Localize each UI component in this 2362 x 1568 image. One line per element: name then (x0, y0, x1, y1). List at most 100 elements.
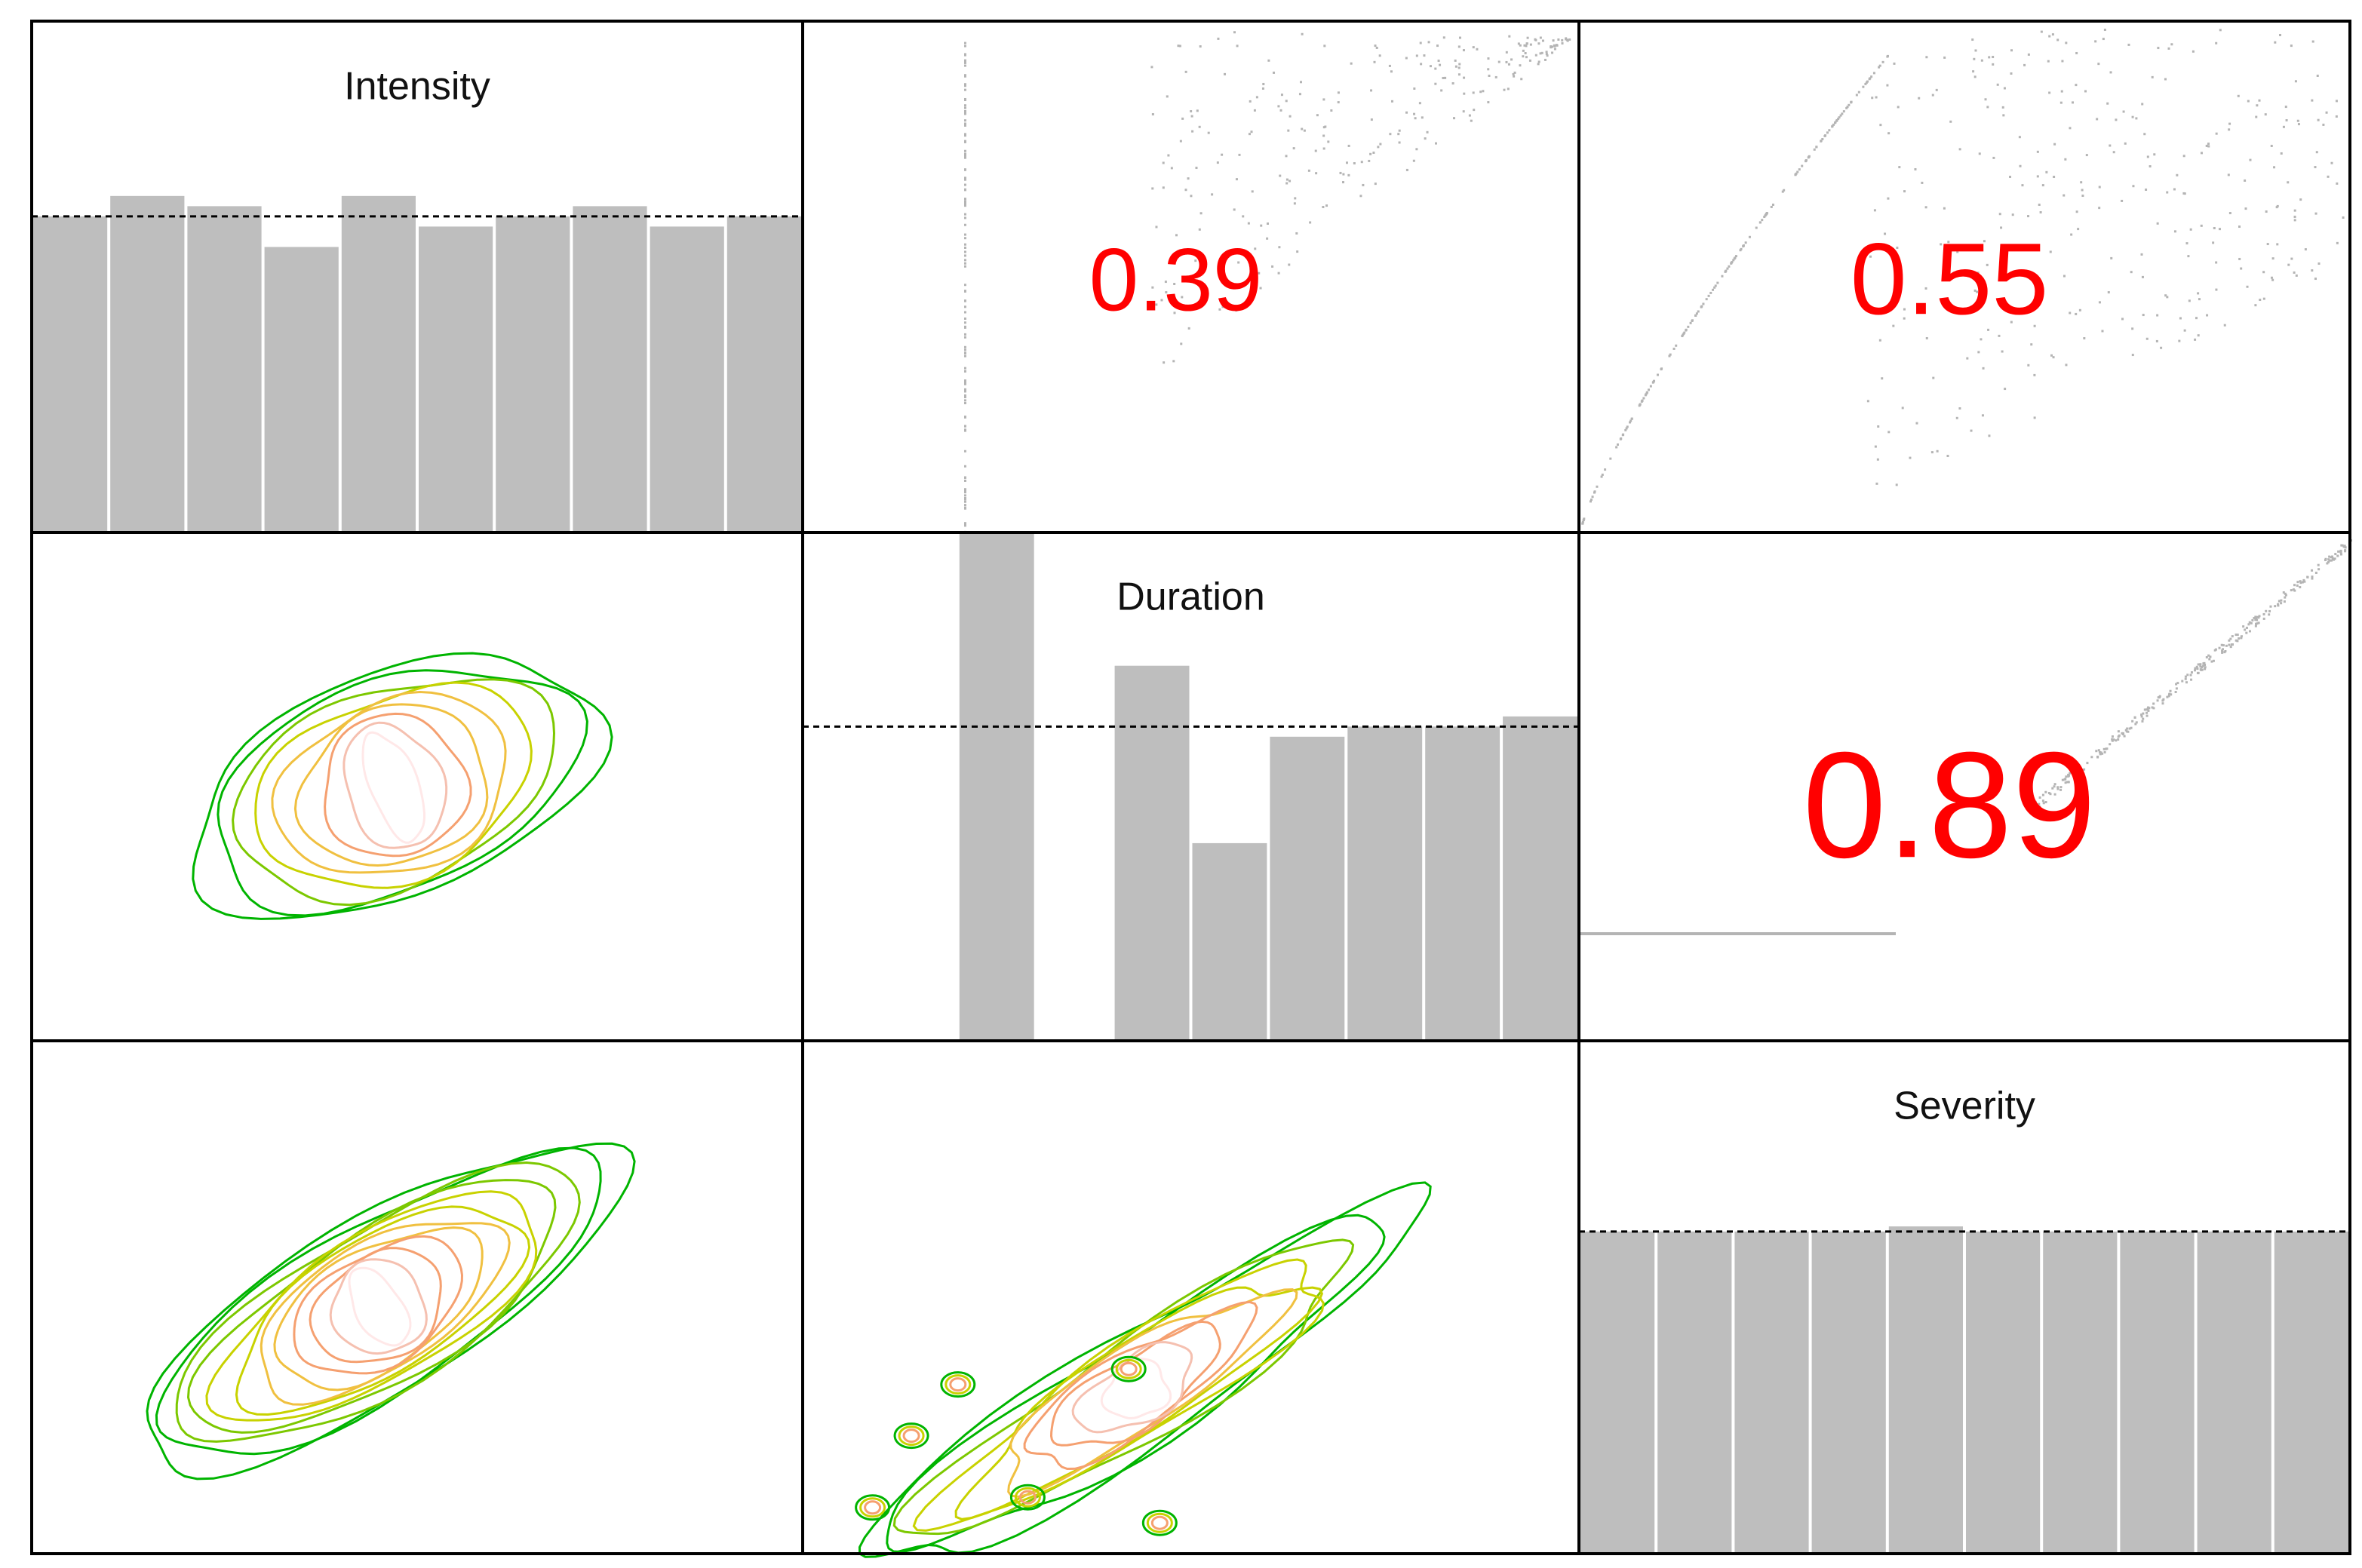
scatter-point (2285, 106, 2287, 108)
scatter-point (2251, 619, 2253, 621)
scatter-point (2295, 80, 2297, 82)
scatter-point (1949, 121, 1952, 123)
scatter-point (1195, 167, 1197, 169)
correlation-value: 0.55 (1851, 222, 2049, 336)
scatter-point (1513, 75, 1515, 78)
histogram-duration: Duration (803, 534, 1579, 1041)
scatter-point (2293, 590, 2296, 592)
scatter-point (2296, 275, 2298, 277)
scatter-point (2340, 550, 2342, 552)
scatter-point (1260, 225, 1262, 227)
scatter-point (1875, 97, 1878, 99)
scatter-point (2121, 200, 2123, 202)
scatter-point (2037, 151, 2039, 153)
scatter-point (2228, 173, 2230, 176)
scatter-point (1479, 91, 1482, 93)
scatter-point (964, 107, 966, 109)
scatter-point (2221, 652, 2223, 654)
scatter-point (1487, 57, 1489, 60)
scatter-point (2129, 728, 2131, 730)
scatter-point (1896, 483, 1898, 486)
scatter-point (1399, 130, 1401, 132)
scatter-point (1879, 339, 1881, 342)
scatter-point (1824, 134, 1826, 137)
scatter-point (1870, 75, 1872, 78)
scatter-point (1897, 106, 1900, 108)
scatter-point (1285, 155, 1288, 157)
scatter-point (1879, 124, 1881, 126)
histogram-bar (265, 247, 339, 532)
scatter-point (2344, 545, 2346, 547)
contour-line (349, 1268, 410, 1346)
scatter-point (1553, 39, 1555, 41)
scatter-point (1932, 94, 1934, 97)
scatter-point (1851, 101, 1853, 103)
scatter-point (1835, 121, 1837, 124)
scatter-point (1582, 521, 1584, 523)
scatter-point (1256, 96, 1258, 98)
scatter-point (2206, 656, 2208, 658)
scatter-point (1323, 147, 1325, 149)
scatter-point (1615, 446, 1617, 448)
scatter-point (964, 53, 966, 55)
scatter-point (1434, 83, 1436, 85)
scatter-point (1690, 322, 1692, 324)
scatter-point (1423, 54, 1425, 57)
scatter-point (2185, 676, 2187, 678)
histogram-bar (1115, 666, 1190, 1041)
scatter-point (1848, 104, 1850, 106)
scatter-point (1289, 115, 1292, 118)
scatter-point (2009, 176, 2011, 178)
scatter-point (2198, 663, 2200, 665)
scatter-point (2037, 175, 2039, 177)
scatter-point (1583, 519, 1585, 521)
scatter-point (1815, 146, 1817, 148)
scatter-point (1301, 33, 1304, 35)
scatter-point (2240, 268, 2242, 270)
scatter-point (2280, 602, 2282, 604)
scatter-point (964, 379, 966, 382)
scatter-point (2214, 649, 2216, 652)
scatter-point (1553, 44, 1556, 47)
scatter-point (2299, 581, 2302, 584)
scatter-point (964, 465, 966, 468)
scatter-point (1696, 312, 1698, 315)
histogram-bar (1734, 1232, 1808, 1554)
histogram-bar (110, 196, 184, 532)
scatter-point (1530, 44, 1532, 46)
scatter-point (964, 244, 966, 246)
scatter-point (2047, 60, 2050, 63)
scatter-point (964, 394, 966, 397)
scatter-point (1645, 394, 1647, 396)
scatter-point (2237, 634, 2239, 636)
scatter-point (2219, 647, 2221, 649)
scatter-point (964, 213, 966, 216)
scatter-point (1973, 58, 1975, 60)
histogram-bar (960, 534, 1034, 1041)
histogram-label: Severity (1894, 1085, 2035, 1128)
scatter-point (1932, 377, 1934, 379)
scatter-point (2271, 279, 2274, 281)
scatter-point (1845, 107, 1848, 109)
scatter-point (2194, 667, 2196, 670)
scatter-point (2069, 311, 2071, 314)
scatter-point (2204, 664, 2206, 666)
scatter-point (1541, 52, 1543, 54)
scatter-point (1413, 113, 1415, 115)
scatter-point (1487, 68, 1489, 70)
scatter-point (1836, 119, 1838, 121)
scatter-point (1909, 457, 1911, 459)
scatter-point (2101, 330, 2103, 332)
scatter-point (1931, 451, 1934, 453)
scatter-point (2146, 338, 2149, 340)
scatter-point (1546, 51, 1548, 53)
scatter-point (2229, 638, 2231, 640)
scatter-point (1596, 486, 1598, 488)
scatter-point (2229, 212, 2231, 214)
scatter-point (1771, 206, 1773, 208)
scatter-point (1843, 110, 1845, 112)
scatter-point (2143, 133, 2145, 135)
scatter-point (1495, 76, 1497, 78)
scatter-point (1289, 180, 1291, 182)
scatter-point (2219, 29, 2222, 31)
